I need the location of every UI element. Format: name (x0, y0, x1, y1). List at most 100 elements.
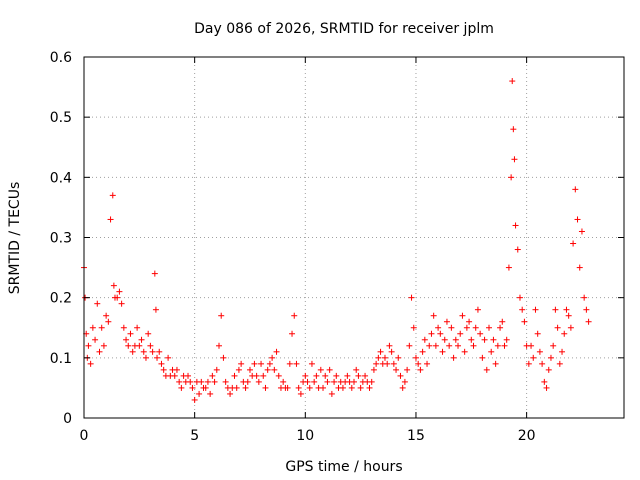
data-point (492, 360, 499, 367)
data-point (302, 372, 309, 379)
data-point (545, 366, 552, 373)
data-point (561, 330, 568, 337)
data-point (311, 378, 318, 385)
data-point (377, 348, 384, 355)
data-point (151, 270, 158, 277)
data-point (326, 366, 333, 373)
data-point (448, 324, 455, 331)
data-point (264, 366, 271, 373)
x-tick-label: 0 (80, 428, 89, 444)
data-point (459, 312, 466, 319)
data-point (357, 384, 364, 391)
data-point (395, 354, 402, 361)
data-point (105, 318, 112, 325)
data-point (218, 312, 225, 319)
data-point (87, 360, 94, 367)
data-point (567, 324, 574, 331)
data-point (273, 348, 280, 355)
data-point (306, 384, 313, 391)
data-point (107, 216, 114, 223)
data-point (373, 360, 380, 367)
data-point (213, 366, 220, 373)
data-point (488, 348, 495, 355)
x-tick-label: 15 (407, 428, 425, 444)
data-point (437, 330, 444, 337)
data-point (209, 372, 216, 379)
data-point (149, 348, 156, 355)
data-point (406, 342, 413, 349)
data-point (375, 354, 382, 361)
x-tick-label: 10 (296, 428, 314, 444)
data-point (258, 360, 265, 367)
data-point (187, 378, 194, 385)
data-point (328, 390, 335, 397)
data-point (196, 390, 203, 397)
data-point (289, 330, 296, 337)
data-point (255, 378, 262, 385)
data-point (421, 336, 428, 343)
data-point (353, 366, 360, 373)
x-tick-labels: 0 5 10 15 20 (80, 428, 536, 444)
data-point (295, 384, 302, 391)
data-point (468, 336, 475, 343)
data-point (393, 366, 400, 373)
data-point (362, 372, 369, 379)
data-point (505, 264, 512, 271)
data-point (85, 342, 92, 349)
data-point (466, 318, 473, 325)
data-point (308, 360, 315, 367)
data-point (351, 378, 357, 385)
data-point (578, 228, 585, 235)
data-point (94, 300, 101, 307)
data-point (204, 378, 211, 385)
data-point (399, 384, 406, 391)
data-point (552, 306, 559, 313)
data-point (145, 330, 152, 337)
data-point (269, 354, 276, 361)
data-point (280, 378, 287, 385)
data-point (160, 366, 167, 373)
data-point (570, 240, 577, 247)
data-point (572, 186, 579, 193)
data-point (211, 378, 218, 385)
data-point (275, 372, 282, 379)
data-point (198, 378, 205, 385)
data-point (574, 216, 581, 223)
data-point (547, 354, 554, 361)
data-point (404, 366, 411, 373)
data-point (260, 372, 267, 379)
data-point (173, 366, 180, 373)
data-point (207, 390, 214, 397)
data-point (231, 372, 238, 379)
data-point (246, 366, 253, 373)
data-point (266, 360, 273, 367)
data-point (324, 378, 331, 385)
y-tick-label: 0.5 (50, 110, 72, 126)
chart-title: Day 086 of 2026, SRMTID for receiver jpl… (194, 21, 494, 37)
data-point (238, 360, 245, 367)
data-point (366, 384, 373, 391)
data-point (127, 330, 134, 337)
data-point (472, 324, 479, 331)
data-point (499, 318, 506, 325)
data-point (202, 384, 209, 391)
data-point (116, 288, 123, 295)
data-point (415, 360, 422, 367)
data-point (118, 300, 125, 307)
data-point (483, 366, 490, 373)
data-point (581, 294, 588, 301)
data-point (339, 384, 346, 391)
data-point (559, 348, 566, 355)
y-tick-label: 0.3 (50, 231, 72, 247)
data-point (565, 312, 572, 319)
data-point (191, 396, 198, 403)
data-point (165, 354, 172, 361)
data-point (355, 372, 362, 379)
data-point (96, 348, 103, 355)
data-point (543, 384, 550, 391)
data-point (486, 324, 492, 331)
data-point (516, 294, 523, 301)
data-point (532, 306, 539, 313)
data-point (432, 342, 439, 349)
data-point (410, 324, 417, 331)
